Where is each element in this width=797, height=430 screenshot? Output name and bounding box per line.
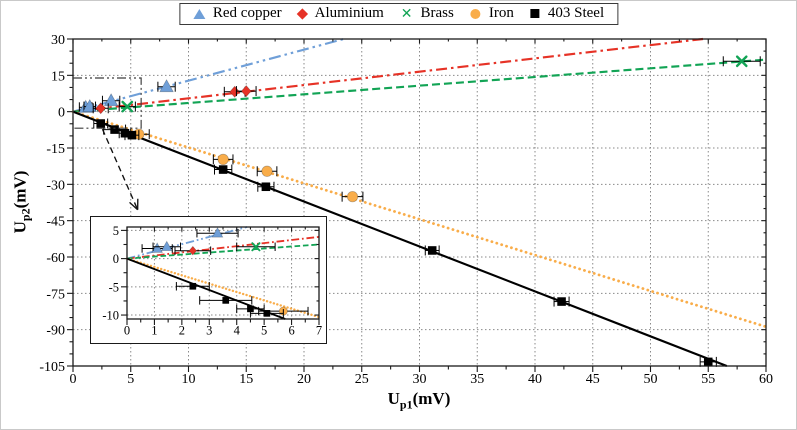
gridlines <box>127 227 319 319</box>
tick-labels: 0 1 2 3 4 5 6 7 5 0 -5 -10 <box>102 224 322 338</box>
svg-text:5: 5 <box>113 224 119 238</box>
triangle-icon <box>192 8 205 19</box>
legend-item-iron[interactable]: Iron <box>470 5 514 22</box>
svg-text:-60: -60 <box>46 251 65 266</box>
inset-panel: 0 1 2 3 4 5 6 7 5 0 -5 -10 <box>90 216 327 344</box>
circle-icon <box>470 8 481 19</box>
square-icon <box>530 9 540 18</box>
legend-item-red-copper[interactable]: Red copper <box>192 5 282 22</box>
fit-lines <box>125 226 321 320</box>
svg-text:2: 2 <box>179 324 185 338</box>
svg-text:0: 0 <box>124 324 130 338</box>
series-red-copper <box>78 79 176 113</box>
legend-label: Red copper <box>212 5 282 21</box>
svg-text:30: 30 <box>51 33 65 48</box>
svg-text:45: 45 <box>586 372 600 387</box>
svg-text:30: 30 <box>413 372 427 387</box>
svg-text:3: 3 <box>206 324 212 338</box>
series-aluminium <box>92 85 257 115</box>
tick-labels: 0 5 10 15 20 25 30 35 40 45 50 55 6030150-15-30-45-6… <box>39 33 773 387</box>
plot-frame <box>126 226 320 320</box>
series-iron <box>127 128 364 203</box>
y-axis-symbol: U <box>10 221 30 234</box>
svg-text:15: 15 <box>239 372 253 387</box>
svg-text:35: 35 <box>470 372 484 387</box>
series-brass <box>118 55 761 113</box>
x-axis-subscript: p1 <box>399 397 413 412</box>
fit-line-aluminium <box>126 235 320 260</box>
svg-text:20: 20 <box>297 372 311 387</box>
x-axis-label: Up1(mV) <box>388 389 451 412</box>
y-axis-unit: (mV) <box>10 170 30 209</box>
svg-text:-105: -105 <box>39 360 65 375</box>
svg-text:-90: -90 <box>46 324 65 339</box>
svg-text:-10: -10 <box>102 309 119 323</box>
legend-label: Iron <box>488 5 514 21</box>
fit-line-brass <box>72 58 767 113</box>
svg-text:7: 7 <box>316 324 322 338</box>
diamond-icon <box>296 7 309 20</box>
inset-chart: 0 1 2 3 4 5 6 7 5 0 -5 -10 <box>102 224 322 338</box>
svg-text:15: 15 <box>51 69 65 84</box>
svg-text:5: 5 <box>127 372 134 387</box>
series-red-copper <box>141 227 239 253</box>
svg-text:40: 40 <box>528 372 542 387</box>
svg-text:10: 10 <box>182 372 196 387</box>
axis-ticks <box>67 38 767 372</box>
fit-line-red-copper <box>72 37 344 113</box>
svg-text:-15: -15 <box>46 142 65 157</box>
svg-text:-5: -5 <box>109 280 119 294</box>
svg-text:0: 0 <box>58 106 65 121</box>
x-axis-unit: (mV) <box>412 389 451 408</box>
y-axis-subscript: p2 <box>18 208 33 222</box>
svg-text:55: 55 <box>701 372 715 387</box>
svg-text:25: 25 <box>355 372 369 387</box>
series-brass <box>236 242 276 252</box>
fit-line-red-copper <box>126 226 248 260</box>
legend-label: Brass <box>420 5 454 21</box>
axis-ticks <box>121 227 320 325</box>
y-axis-label: Up2(mV) <box>10 171 33 234</box>
legend-item-403-steel[interactable]: 403 Steel <box>530 5 605 22</box>
legend-item-aluminium[interactable]: Aluminium <box>296 5 384 22</box>
zoom-region-box <box>72 77 142 129</box>
svg-text:0: 0 <box>70 372 77 387</box>
legend-label: Aluminium <box>314 5 384 21</box>
legend-label: 403 Steel <box>547 5 605 21</box>
fit-lines <box>71 37 768 368</box>
zoom-arrow <box>101 128 139 211</box>
svg-text:0: 0 <box>113 252 119 266</box>
svg-text:-75: -75 <box>46 287 65 302</box>
fit-line-brass <box>126 243 320 260</box>
fit-line-iron <box>71 110 768 329</box>
legend: Red copper Aluminium ✕ Brass Iron 403 Steel <box>178 3 619 25</box>
svg-text:-45: -45 <box>46 215 65 230</box>
fit-line-aluminium <box>72 37 704 113</box>
svg-text:1: 1 <box>151 324 157 338</box>
svg-text:4: 4 <box>234 324 241 338</box>
svg-text:50: 50 <box>644 372 658 387</box>
series-403-steel <box>175 282 284 318</box>
svg-text:-30: -30 <box>46 178 65 193</box>
series-aluminium <box>174 245 212 256</box>
legend-item-brass[interactable]: ✕ Brass <box>401 5 454 22</box>
x-icon: ✕ <box>400 5 413 22</box>
fit-line-iron <box>125 257 321 319</box>
x-axis-symbol: U <box>387 389 400 408</box>
fit-line-403-steel <box>72 110 728 368</box>
svg-text:6: 6 <box>288 324 294 338</box>
series-403-steel <box>93 118 717 367</box>
fit-line-403-steel <box>126 257 286 320</box>
svg-text:60: 60 <box>759 372 773 387</box>
svg-text:5: 5 <box>261 324 267 338</box>
